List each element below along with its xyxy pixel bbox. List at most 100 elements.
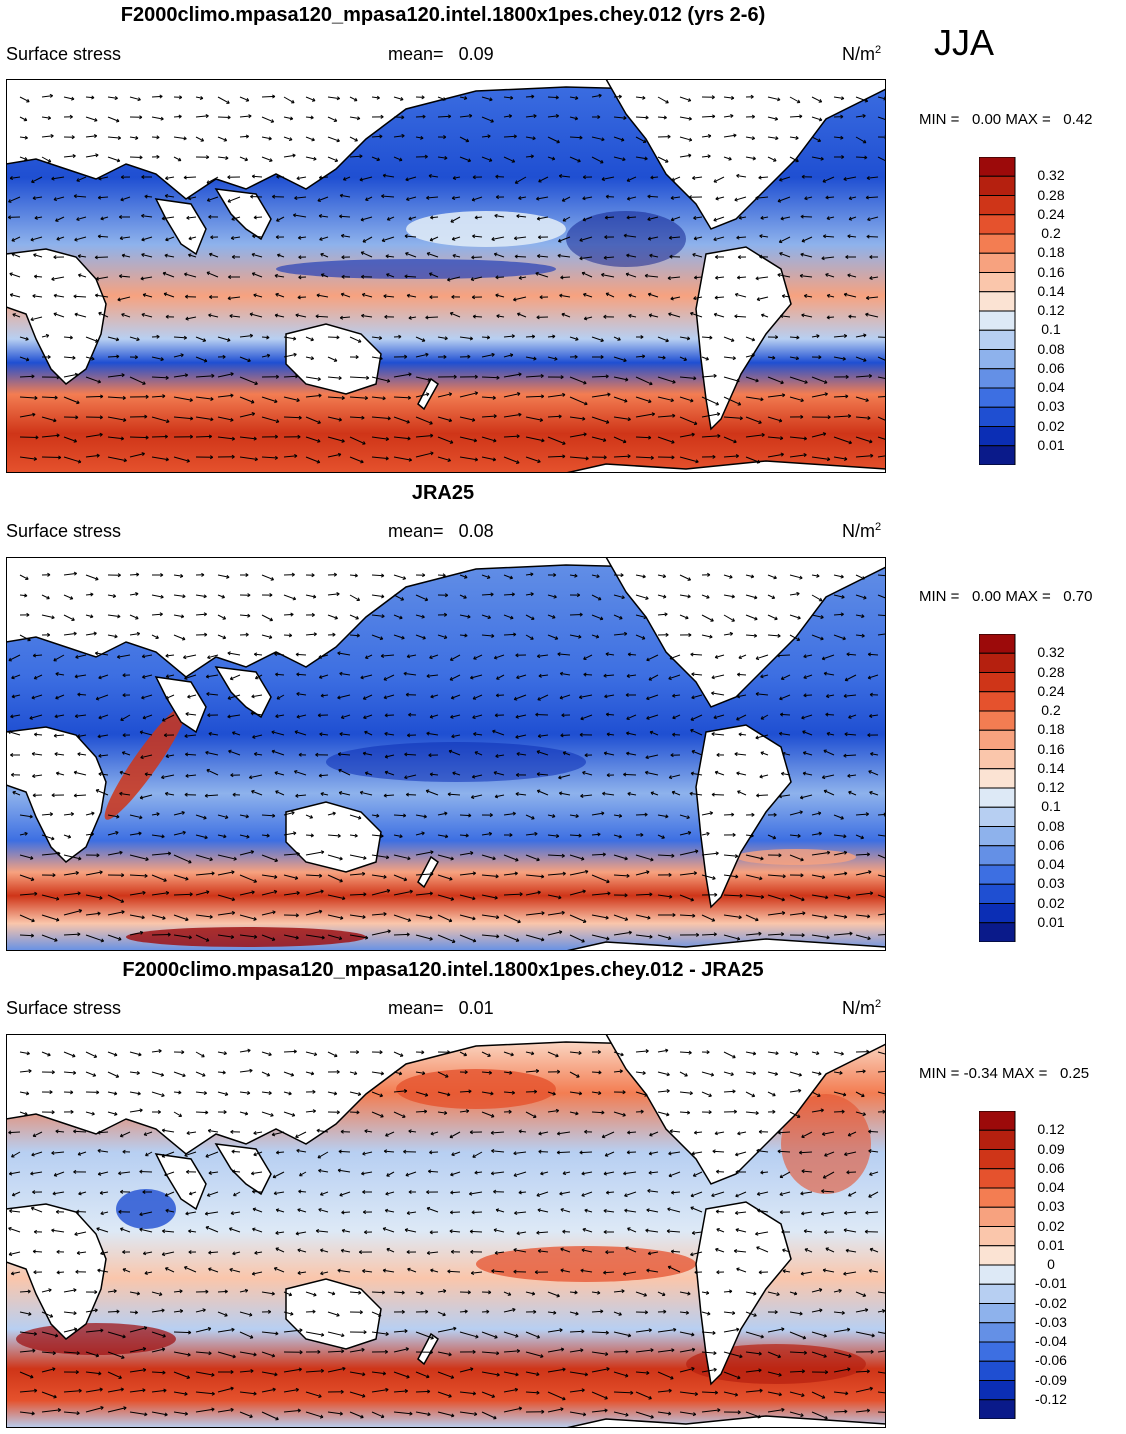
wind-arrow xyxy=(833,851,847,856)
wind-arrow xyxy=(855,416,871,419)
wind-arrow xyxy=(503,574,513,579)
wind-arrow xyxy=(195,854,213,861)
wind-arrow xyxy=(679,574,691,581)
wind-arrow-head xyxy=(121,751,126,755)
wind-arrow-head xyxy=(32,793,36,798)
wind-arrow xyxy=(471,1211,483,1213)
wind-arrow xyxy=(802,730,813,736)
wind-arrow-head xyxy=(843,292,848,297)
wind-arrow xyxy=(338,1150,351,1153)
wind-arrow-head xyxy=(179,1309,184,1314)
wind-arrow-head xyxy=(73,571,78,576)
wind-arrow-head xyxy=(552,615,556,619)
wind-arrow xyxy=(536,750,549,756)
wind-arrow-head xyxy=(777,1130,781,1135)
wind-arrow xyxy=(107,894,124,903)
wind-arrow xyxy=(63,1289,77,1293)
wind-arrow-head xyxy=(562,454,566,459)
wind-arrow-head xyxy=(751,114,755,119)
wind-arrow-head xyxy=(518,196,522,200)
wind-arrow xyxy=(844,1211,857,1214)
wind-arrow-head xyxy=(848,1353,852,1358)
wind-arrow-head xyxy=(142,1388,146,1393)
wind-arrow-head xyxy=(781,1327,785,1332)
wind-arrow-head xyxy=(380,1071,385,1076)
wind-arrow-head xyxy=(206,1193,211,1197)
wind-arrow xyxy=(275,673,285,676)
wind-arrow xyxy=(648,674,659,681)
wind-arrow-head xyxy=(333,118,338,122)
wind-arrow xyxy=(85,135,97,138)
wind-arrow-head xyxy=(818,1071,822,1076)
wind-arrow-head xyxy=(775,1051,779,1056)
wind-arrow-head xyxy=(821,1395,826,1399)
wind-arrow xyxy=(85,336,99,343)
wind-arrow-head xyxy=(538,178,542,183)
wind-arrow-head xyxy=(597,1049,601,1055)
wind-arrow-head xyxy=(759,234,763,239)
wind-arrow-head xyxy=(715,401,720,406)
wind-arrow-head xyxy=(755,196,759,201)
wind-arrow-head xyxy=(773,812,777,817)
wind-arrow xyxy=(672,714,681,719)
wind-arrow xyxy=(9,273,21,278)
wind-arrow-head xyxy=(579,1150,583,1155)
wind-arrow xyxy=(173,634,186,640)
wind-arrow xyxy=(503,393,521,398)
wind-arrow xyxy=(493,771,505,776)
wind-arrow xyxy=(767,894,785,901)
wind-arrow xyxy=(96,276,109,280)
wind-arrow-head xyxy=(424,1092,429,1097)
wind-arrow-head xyxy=(626,731,630,736)
wind-arrow-head xyxy=(35,435,39,440)
wind-arrow-head xyxy=(735,1193,739,1198)
wind-arrow-head xyxy=(690,728,694,733)
panel-2-title: JRA25 xyxy=(411,482,475,504)
wind-arrow-head xyxy=(337,833,341,838)
wind-arrow-head xyxy=(67,834,72,839)
wind-arrow xyxy=(713,216,725,221)
wind-arrow xyxy=(701,933,717,936)
wind-arrow-head xyxy=(621,595,625,600)
wind-arrow xyxy=(767,912,785,916)
wind-arrow-head xyxy=(356,633,360,638)
wind-arrow-head xyxy=(487,1053,491,1057)
wind-arrow xyxy=(275,1231,285,1234)
colorbar-swatch xyxy=(979,426,1016,447)
wind-arrow xyxy=(305,136,315,141)
wind-arrow-head xyxy=(691,1347,696,1352)
wind-arrow-head xyxy=(77,254,82,259)
wind-arrow xyxy=(239,1049,251,1053)
wind-arrow-head xyxy=(560,1407,564,1412)
wind-arrow xyxy=(613,436,627,443)
wind-arrow-head xyxy=(11,1153,15,1158)
wind-arrow xyxy=(779,1171,791,1178)
wind-arrow-head xyxy=(428,753,432,758)
wind-arrow-head xyxy=(222,1070,226,1075)
wind-arrow-head xyxy=(275,1150,280,1155)
wind-arrow-head xyxy=(400,96,404,101)
wind-arrow xyxy=(85,871,103,876)
panel-3-minmax: MIN = -0.34 MAX = 0.25 xyxy=(919,1065,1090,1082)
wind-arrow xyxy=(657,1329,677,1333)
wind-arrow-head xyxy=(735,454,739,459)
wind-arrow-head xyxy=(359,154,363,159)
wind-arrow-head xyxy=(495,275,499,280)
wind-arrow xyxy=(536,1231,549,1234)
wind-arrow xyxy=(173,1391,188,1395)
wind-arrow xyxy=(349,914,366,918)
wind-arrow xyxy=(459,392,478,398)
wind-arrow-head xyxy=(354,137,358,142)
wind-arrow xyxy=(496,694,505,696)
wind-arrow xyxy=(337,694,351,699)
wind-arrow-head xyxy=(253,436,257,441)
wind-arrow xyxy=(689,792,703,796)
wind-arrow xyxy=(569,1091,582,1095)
wind-arrow-head xyxy=(298,415,302,420)
wind-arrow xyxy=(635,1371,650,1374)
wind-arrow-head xyxy=(11,238,15,242)
wind-arrow xyxy=(207,654,219,659)
wind-arrow xyxy=(85,1351,99,1357)
wind-arrow xyxy=(494,215,505,218)
wind-arrow xyxy=(341,293,351,298)
